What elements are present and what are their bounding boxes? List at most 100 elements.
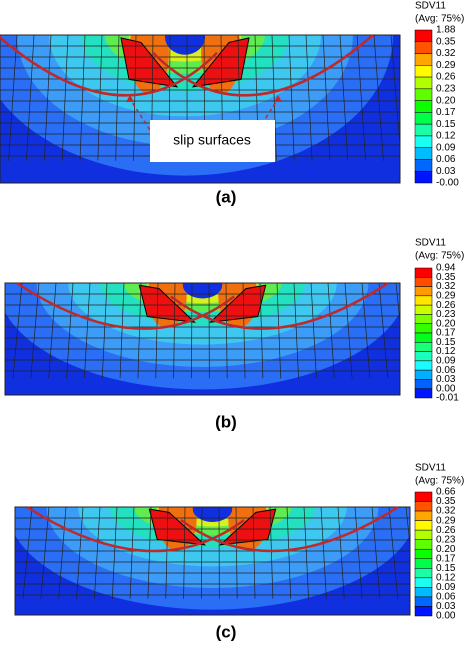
panel-label: (a)	[216, 187, 237, 206]
legend-label: 0.09	[436, 142, 456, 153]
mesh-line	[235, 507, 238, 599]
legend-label: 0.17	[436, 553, 456, 564]
mesh-line	[191, 283, 193, 379]
mesh-line	[339, 35, 349, 161]
mesh-line	[8, 35, 18, 161]
legend-swatch	[414, 558, 433, 569]
mesh-line	[30, 283, 40, 379]
mesh-line	[97, 35, 103, 161]
legend-swatch	[414, 135, 433, 148]
mesh-line	[133, 35, 137, 161]
legend-label: 0.06	[436, 365, 456, 376]
legend-label: 0.32	[436, 48, 456, 59]
legend-swatch	[414, 286, 433, 297]
mesh-line	[378, 283, 389, 379]
legend-label: 0.15	[436, 119, 456, 130]
plot-border	[14, 506, 411, 616]
panel-label: (b)	[215, 412, 237, 431]
mesh-line	[79, 35, 86, 161]
legend-swatch	[414, 267, 433, 278]
annotation-arrow	[257, 98, 279, 131]
legend-swatch	[414, 596, 433, 607]
legend-label: 0.26	[436, 72, 456, 83]
legend-swatch	[414, 539, 433, 550]
legend-swatch	[414, 587, 433, 598]
legend-swatch	[414, 304, 433, 315]
legend-title: SDV11	[415, 463, 446, 474]
legend-swatch	[414, 351, 433, 362]
mesh-line	[276, 283, 282, 379]
legend-label: 0.32	[436, 506, 456, 517]
legend-label: 0.66	[436, 487, 456, 498]
mesh-line	[356, 35, 366, 161]
legend-swatch	[414, 548, 433, 560]
annotation-box	[150, 120, 275, 162]
legend-label: -0.00	[436, 178, 459, 189]
mesh-line	[111, 507, 118, 599]
mesh-line	[288, 35, 295, 161]
legend-swatch	[414, 360, 433, 371]
legend-label: 0.06	[436, 154, 456, 165]
legend-label: 0.23	[436, 534, 456, 545]
legend-swatch	[414, 295, 433, 306]
mesh-line	[259, 283, 264, 379]
legend-swatch	[414, 29, 433, 43]
mesh-line	[43, 35, 52, 161]
mesh-line	[271, 35, 277, 161]
mesh-line	[388, 507, 399, 599]
mesh-line	[337, 507, 345, 599]
legend-swatch	[414, 379, 433, 389]
legend-label: 0.20	[436, 318, 456, 329]
mesh-line	[269, 507, 274, 599]
legend-swatch	[414, 53, 433, 66]
mesh-line	[305, 35, 313, 161]
legend-swatch	[414, 520, 433, 531]
mesh-line	[5, 283, 6, 287]
slip-surface	[152, 34, 374, 97]
mesh-line	[66, 283, 74, 379]
annotation-arrow	[129, 98, 151, 131]
panel-label: (c)	[216, 622, 237, 641]
mesh-line	[12, 283, 23, 379]
legend-swatch	[414, 314, 433, 324]
legend-label: 0.20	[436, 544, 456, 555]
plot-border	[4, 282, 401, 396]
mesh-line	[242, 283, 246, 379]
mesh-line	[26, 35, 35, 161]
legend-swatch	[414, 65, 433, 78]
legend-swatch	[414, 529, 433, 540]
legend-label: 0.12	[436, 131, 456, 142]
contour-plot	[15, 507, 410, 615]
legend-label: 0.09	[436, 582, 456, 593]
mesh-line	[373, 35, 384, 161]
cold-notch	[182, 283, 223, 299]
legend-swatch	[414, 112, 433, 125]
mesh-line	[129, 507, 135, 599]
legend-swatch	[414, 577, 433, 588]
legend-swatch	[414, 501, 433, 512]
legend-label: 0.03	[436, 601, 456, 612]
legend-title: SDV11	[415, 238, 446, 249]
mesh-line	[58, 507, 67, 599]
mesh-line	[147, 507, 152, 599]
legend-swatch	[414, 277, 433, 287]
legend-swatch	[414, 369, 433, 380]
mesh-line	[165, 507, 169, 599]
mesh-line	[327, 283, 335, 379]
legend-label: 0.26	[436, 300, 456, 311]
legend-subtitle: (Avg: 75%)	[415, 251, 464, 262]
legend-label: 0.29	[436, 515, 456, 526]
legend-label: 0.29	[436, 60, 456, 71]
mesh-line	[320, 507, 327, 599]
mesh-line	[15, 507, 16, 511]
legend-label: 0.12	[436, 572, 456, 583]
legend-swatch	[414, 88, 433, 101]
legend-label: 0.20	[436, 95, 456, 106]
legend-label: 0.17	[436, 107, 456, 118]
mesh-line	[303, 507, 309, 599]
mesh-line	[115, 35, 120, 161]
mesh-line	[155, 283, 159, 379]
legend-label: 0.94	[436, 263, 456, 274]
mesh-line	[405, 507, 410, 549]
legend-swatch	[414, 123, 433, 137]
